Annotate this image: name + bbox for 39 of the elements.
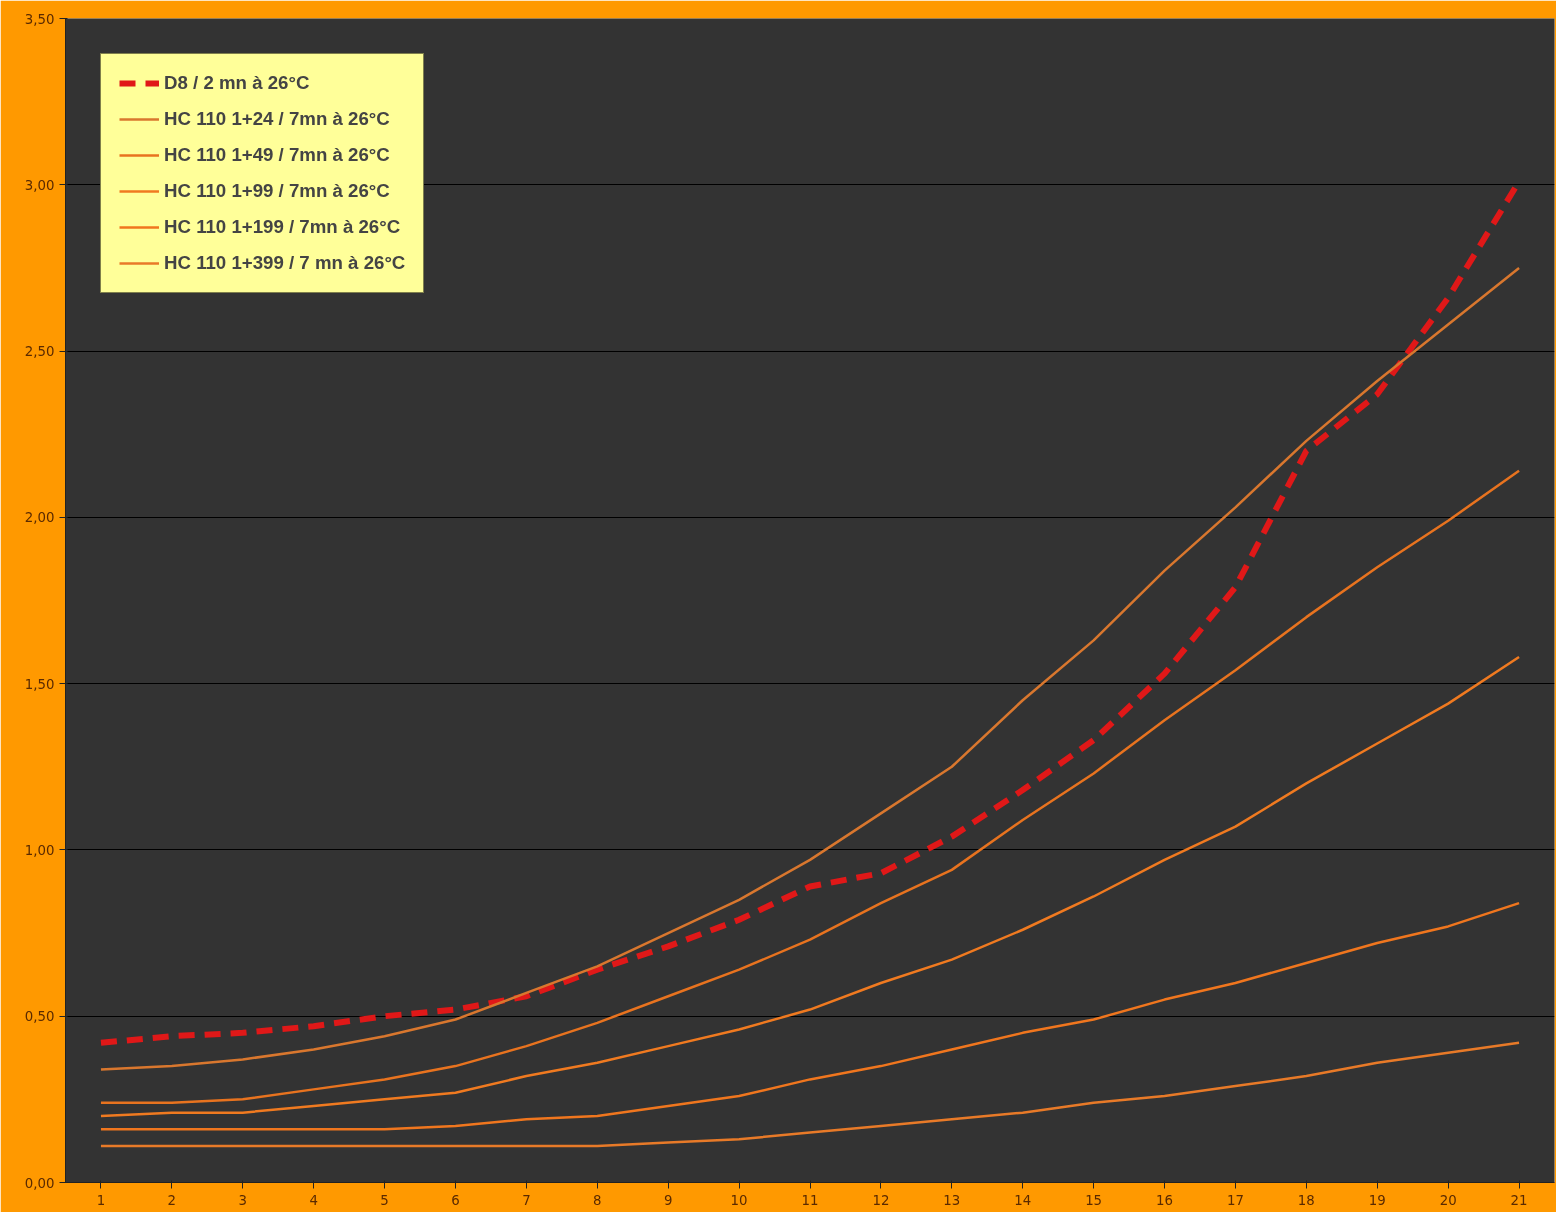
x-tick-label: 19 — [1368, 1192, 1386, 1208]
line-series — [99, 469, 1521, 1104]
x-tick-label: 2 — [167, 1192, 177, 1208]
x-tick-label: 12 — [872, 1192, 890, 1208]
x-tick-label: 6 — [451, 1192, 460, 1208]
y-tick-label: 1,50 — [24, 676, 55, 692]
x-tick-label: 5 — [380, 1192, 389, 1208]
y-tick-label: 2,50 — [24, 344, 55, 360]
line-series — [99, 655, 1521, 1118]
y-tick-label: 3,00 — [24, 177, 55, 193]
x-tick-label: 1 — [96, 1192, 106, 1208]
legend-label: HC 110 1+24 / 7mn à 26°C — [164, 108, 390, 130]
y-tick-label: 1,00 — [24, 842, 55, 858]
legend-label: D8 / 2 mn à 26°C — [164, 72, 310, 94]
x-tick-label: 9 — [663, 1192, 673, 1208]
y-tick-label: 0,00 — [24, 1175, 55, 1191]
y-tick-label: 2,00 — [24, 510, 55, 526]
legend-label: HC 110 1+99 / 7mn à 26°C — [164, 180, 390, 202]
legend-label: HC 110 1+49 / 7mn à 26°C — [164, 144, 390, 166]
x-tick-label: 10 — [730, 1192, 748, 1208]
line-series — [99, 901, 1521, 1131]
y-tick-label: 3,50 — [24, 11, 55, 27]
x-tick-label: 17 — [1226, 1192, 1244, 1208]
x-tick-label: 21 — [1510, 1192, 1528, 1208]
legend-label: HC 110 1+399 / 7 mn à 26°C — [164, 252, 406, 274]
x-tick-label: 13 — [943, 1192, 961, 1208]
x-tick-label: 3 — [238, 1192, 248, 1208]
x-tick-label: 16 — [1156, 1192, 1174, 1208]
x-tick-label: 7 — [522, 1192, 531, 1208]
x-tick-label: 18 — [1297, 1192, 1315, 1208]
y-tick-label: 0,50 — [24, 1009, 55, 1025]
x-tick-label: 8 — [593, 1192, 602, 1208]
x-tick-label: 11 — [801, 1192, 819, 1208]
x-tick-label: 14 — [1014, 1192, 1032, 1208]
legend-label: HC 110 1+199 / 7mn à 26°C — [164, 216, 401, 238]
x-tick-label: 15 — [1085, 1192, 1103, 1208]
x-tick-label: 4 — [309, 1192, 318, 1208]
line-series — [99, 1041, 1521, 1148]
x-tick-label: 20 — [1439, 1192, 1457, 1208]
